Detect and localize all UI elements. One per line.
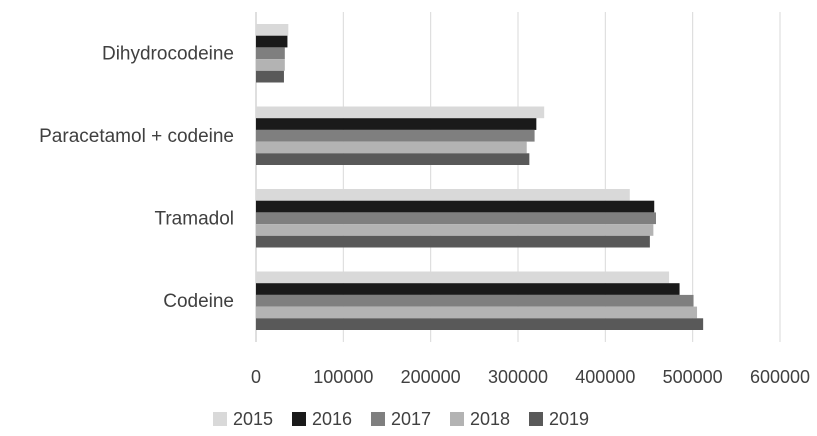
legend-label: 2016 — [312, 409, 352, 429]
legend-label: 2015 — [233, 409, 273, 429]
bars — [256, 24, 704, 330]
legend-swatch — [292, 412, 306, 426]
category-labels: Codeine Tramadol Paracetamol + codeine Dihy… — [39, 43, 234, 312]
bar-dihydrocodeine-2016 — [256, 35, 288, 48]
legend-item: 2015 — [213, 409, 273, 429]
bar-tramadol-2015 — [256, 189, 630, 201]
category-label: Codeine — [163, 291, 234, 312]
bar-dihydrocodeine-2015 — [256, 24, 289, 36]
bar-codeine-2015 — [256, 271, 670, 284]
bar-paracetamol-codeine-2015 — [256, 106, 545, 119]
category-label: Paracetamol + codeine — [39, 126, 234, 147]
legend-swatch — [529, 412, 543, 426]
bar-codeine-2016 — [256, 283, 680, 295]
x-tick-label: 600000 — [750, 367, 810, 387]
bar-dihydrocodeine-2017 — [256, 47, 285, 60]
x-tick-label: 300000 — [488, 367, 548, 387]
bar-paracetamol-codeine-2017 — [256, 129, 535, 142]
x-tick-label: 100000 — [313, 367, 373, 387]
gridlines — [255, 12, 781, 342]
legend-item: 2016 — [292, 409, 352, 429]
bar-dihydrocodeine-2018 — [256, 59, 285, 71]
bar-paracetamol-codeine-2016 — [256, 118, 537, 130]
bar-paracetamol-codeine-2018 — [256, 141, 527, 154]
category-label: Tramadol — [154, 208, 234, 229]
legend-label: 2017 — [391, 409, 431, 429]
x-tick-label: 400000 — [575, 367, 635, 387]
legend-swatch — [450, 412, 464, 426]
legend-label: 2019 — [549, 409, 589, 429]
legend-item: 2018 — [450, 409, 510, 429]
bar-tramadol-2019 — [256, 235, 650, 248]
x-axis-tick-labels: 0 100000 200000 300000 400000 500000 600000 — [251, 367, 810, 387]
bar-codeine-2019 — [256, 318, 704, 330]
bar-paracetamol-codeine-2019 — [256, 153, 530, 165]
x-tick-label: 200000 — [401, 367, 461, 387]
bar-tramadol-2017 — [256, 212, 656, 225]
legend-swatch — [371, 412, 385, 426]
bar-tramadol-2016 — [256, 200, 655, 213]
x-tick-label: 0 — [251, 367, 261, 387]
bar-dihydrocodeine-2019 — [256, 70, 284, 83]
bar-tramadol-2018 — [256, 224, 654, 236]
bar-codeine-2017 — [256, 294, 694, 307]
legend-item: 2019 — [529, 409, 589, 429]
bar-codeine-2018 — [256, 306, 698, 319]
legend-label: 2018 — [470, 409, 510, 429]
legend-item: 2017 — [371, 409, 431, 429]
category-label: Dihydrocodeine — [102, 43, 234, 64]
x-tick-label: 500000 — [663, 367, 723, 387]
legend-swatch — [213, 412, 227, 426]
legend: 2015 2016 2017 2018 2019 — [213, 409, 589, 429]
